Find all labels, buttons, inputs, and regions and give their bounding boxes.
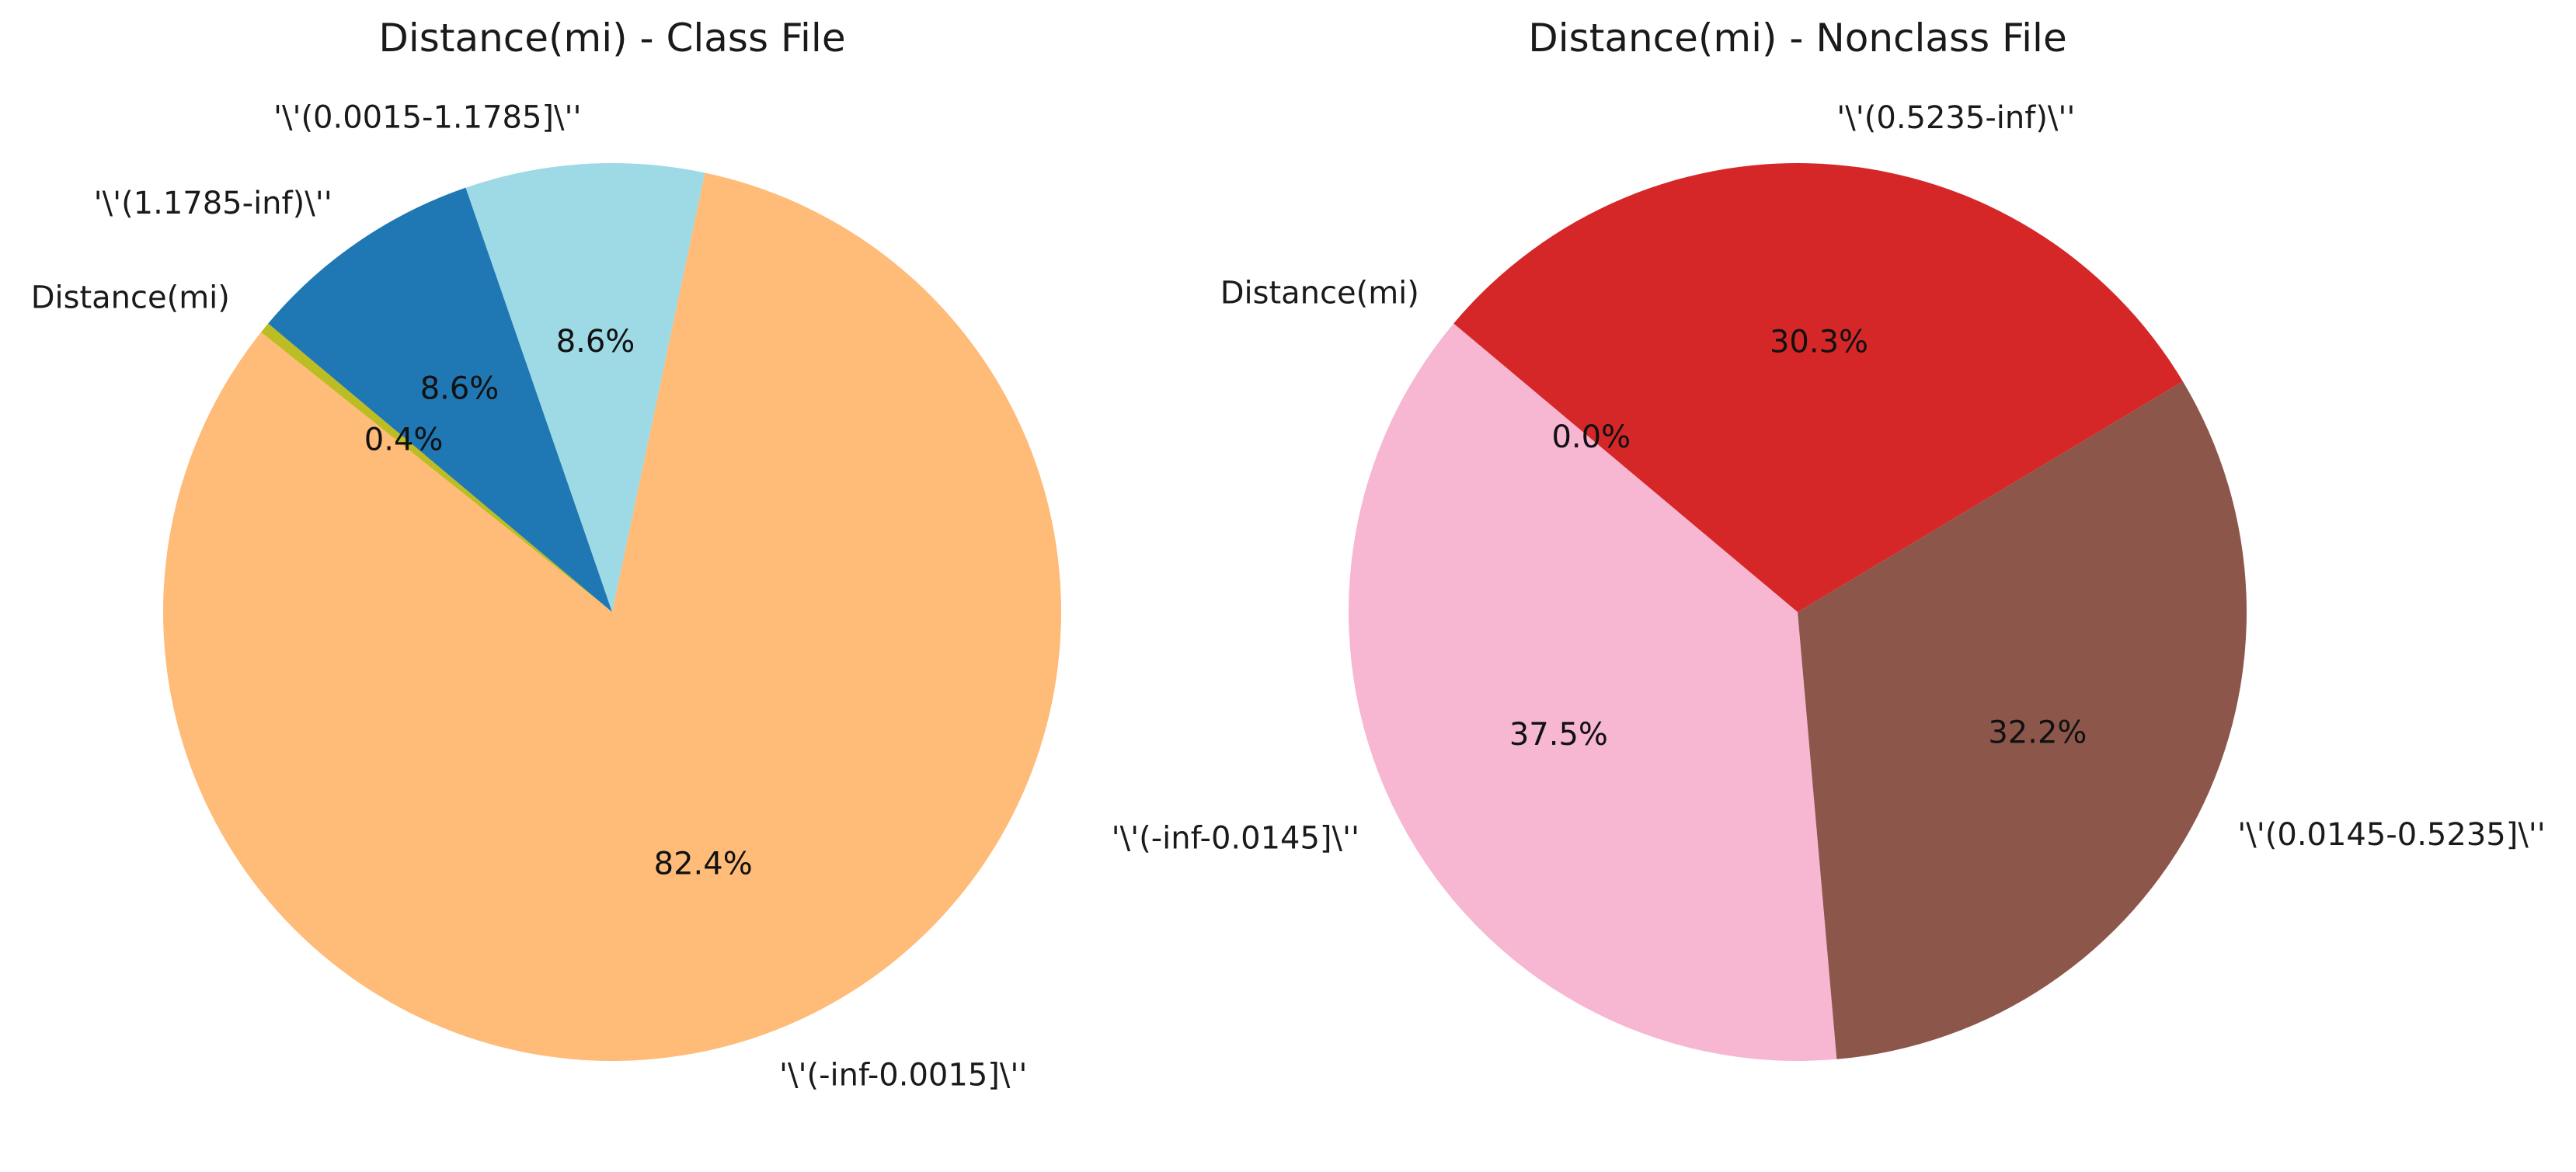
nonclass-file-inf-0-0145-slice: [1349, 323, 1837, 1061]
class-file-chart-title: Distance(mi) - Class File: [378, 16, 845, 61]
nonclass-file-0-5235-inf-slice: [1453, 163, 2183, 613]
class-file-inf-0-0015-percent: 82.4%: [654, 846, 753, 882]
nonclass-file-inf-0-0145-percent: 37.5%: [1509, 717, 1608, 753]
class-file-distance-mi-percent: 0.4%: [364, 422, 444, 457]
class-file-1-1785-inf-percent: 8.6%: [420, 370, 500, 406]
class-file-pie-chart: Distance(mi) - Class File Distance(mi) '\…: [31, 16, 1062, 1093]
nonclass-file-distance-mi-percent: 0.0%: [1551, 419, 1631, 455]
nonclass-file-slice-labels: Distance(mi) '\'(-inf-0.0145]\'' '\'(0.014…: [1112, 100, 2546, 856]
class-file-slice-labels: Distance(mi) '\'(-inf-0.0015]\'' '\'(0.001…: [31, 99, 1028, 1093]
class-file-distance-mi-label: Distance(mi): [31, 280, 230, 316]
nonclass-file-0-0145-0-5235-label: '\'(0.0145-0.5235]\'': [2237, 817, 2546, 853]
nonclass-file-percent-labels: 0.0% 37.5% 32.2% 30.3%: [1509, 324, 2087, 753]
class-file-0-0015-1-1785-slice: [465, 162, 705, 613]
nonclass-file-0-0145-0-5235-slice: [1798, 381, 2247, 1059]
nonclass-file-distance-mi-label: Distance(mi): [1220, 275, 1419, 311]
class-file-percent-labels: 0.4% 82.4% 8.6% 8.6%: [364, 324, 753, 882]
nonclass-file-0-5235-inf-label: '\'(0.5235-inf)\'': [1836, 100, 2075, 136]
class-file-distance-mi-slice: [261, 323, 612, 612]
nonclass-file-0-5235-inf-percent: 30.3%: [1770, 324, 1868, 360]
class-file-inf-0-0015-label: '\'(-inf-0.0015]\'': [779, 1057, 1027, 1093]
class-file-1-1785-inf-slice: [268, 187, 612, 612]
class-file-inf-0-0015-slice: [163, 172, 1062, 1061]
class-file-0-0015-1-1785-percent: 8.6%: [556, 324, 635, 360]
nonclass-file-0-0145-0-5235-percent: 32.2%: [1988, 715, 2087, 751]
class-file-slices: [163, 162, 1062, 1061]
nonclass-file-inf-0-0145-label: '\'(-inf-0.0145]\'': [1112, 821, 1359, 857]
nonclass-file-chart-title: Distance(mi) - Nonclass File: [1528, 16, 2066, 61]
nonclass-file-slices: [1349, 163, 2247, 1061]
nonclass-file-pie-chart: Distance(mi) - Nonclass File Distance(mi…: [1112, 16, 2546, 1061]
class-file-1-1785-inf-label: '\'(1.1785-inf)\'': [94, 186, 332, 221]
class-file-0-0015-1-1785-label: '\'(0.0015-1.1785]\'': [273, 99, 582, 135]
